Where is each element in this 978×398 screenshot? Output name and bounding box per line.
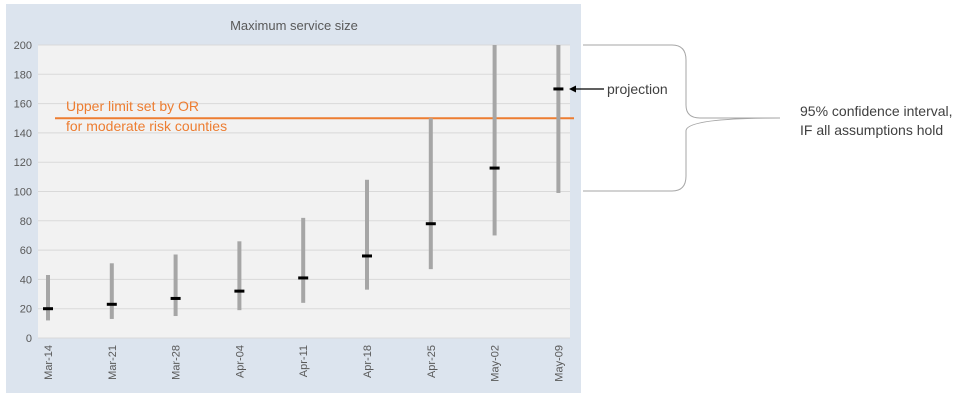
projection-arrow-head	[569, 85, 576, 93]
x-tick-label: May-09	[553, 345, 565, 382]
confidence-interval-bracket	[583, 44, 781, 192]
error-bar	[492, 45, 497, 236]
x-axis: Mar-14 Mar-21 Mar-28 Apr-04 Apr-11 Apr-18 Apr-…	[43, 345, 565, 382]
x-tick-label: Mar-14	[43, 345, 55, 380]
data-point	[43, 307, 53, 311]
confidence-interval-label-line2: IF all assumptions hold	[800, 122, 943, 138]
error-bar	[173, 254, 178, 317]
data-points	[43, 87, 564, 311]
y-tick-label: 20	[20, 304, 32, 316]
projection-annotation: projection	[569, 81, 668, 97]
error-bar	[301, 217, 306, 303]
error-bar	[46, 275, 50, 321]
data-point	[170, 296, 181, 300]
reference-line-label-line2: for moderate risk counties	[66, 118, 227, 134]
x-tick-label: Apr-18	[362, 345, 374, 378]
y-tick-label: 80	[20, 216, 32, 228]
y-tick-label: 60	[20, 245, 32, 257]
error-bars	[46, 45, 561, 321]
data-point	[553, 87, 564, 91]
x-tick-label: Mar-21	[107, 345, 119, 380]
y-tick-label: 0	[26, 333, 32, 345]
y-tick-label: 40	[20, 274, 32, 286]
data-point	[298, 276, 309, 280]
error-bar	[428, 118, 433, 270]
y-tick-label: 140	[14, 128, 32, 140]
gridlines	[38, 44, 570, 339]
x-tick-label: Apr-11	[298, 345, 310, 377]
data-point	[234, 289, 245, 293]
data-point	[106, 302, 117, 306]
data-point	[425, 222, 436, 226]
chart-title: Maximum service size	[230, 18, 358, 33]
error-bar	[109, 263, 114, 319]
x-tick-label: Apr-25	[426, 345, 438, 378]
x-tick-label: Apr-04	[234, 345, 246, 378]
y-axis: 0 20 40 60 80 100 120 140 160 180 200	[14, 40, 32, 345]
data-point	[362, 254, 372, 258]
projection-label: projection	[607, 81, 668, 97]
error-bar	[237, 241, 242, 311]
data-point	[489, 166, 500, 170]
error-bar	[365, 179, 369, 290]
x-tick-label: May-02	[490, 345, 502, 382]
error-bar	[556, 45, 561, 193]
reference-line-label-line1: Upper limit set by OR	[66, 98, 199, 114]
y-tick-label: 120	[14, 157, 32, 169]
y-tick-label: 200	[14, 40, 32, 52]
y-tick-label: 160	[14, 99, 32, 111]
y-tick-label: 100	[14, 187, 32, 199]
y-tick-label: 180	[14, 69, 32, 81]
x-tick-label: Mar-28	[171, 345, 183, 380]
confidence-interval-label-line1: 95% confidence interval,	[800, 103, 953, 119]
